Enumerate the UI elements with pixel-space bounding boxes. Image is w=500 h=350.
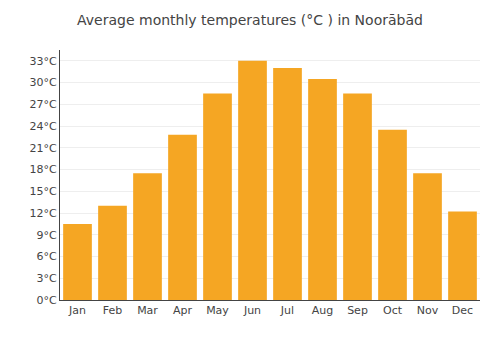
svg-text:6°C: 6°C bbox=[37, 250, 57, 263]
svg-text:15°C: 15°C bbox=[30, 185, 57, 198]
svg-text:Mar: Mar bbox=[137, 304, 158, 317]
svg-text:Jul: Jul bbox=[280, 304, 294, 317]
svg-text:Dec: Dec bbox=[452, 304, 473, 317]
svg-text:Jun: Jun bbox=[243, 304, 261, 317]
svg-text:27°C: 27°C bbox=[30, 98, 57, 111]
svg-text:Average monthly temperatures (: Average monthly temperatures (°C ) in No… bbox=[77, 12, 423, 28]
svg-text:9°C: 9°C bbox=[37, 229, 57, 242]
svg-text:Aug: Aug bbox=[312, 304, 333, 317]
svg-text:33°C: 33°C bbox=[30, 55, 57, 68]
svg-text:Jan: Jan bbox=[68, 304, 86, 317]
svg-text:Feb: Feb bbox=[103, 304, 122, 317]
svg-text:Oct: Oct bbox=[383, 304, 403, 317]
svg-text:24°C: 24°C bbox=[30, 120, 57, 133]
svg-text:Apr: Apr bbox=[173, 304, 193, 317]
svg-text:May: May bbox=[206, 304, 229, 317]
svg-text:12°C: 12°C bbox=[30, 207, 57, 220]
svg-text:30°C: 30°C bbox=[30, 76, 57, 89]
svg-text:3°C: 3°C bbox=[37, 272, 57, 285]
svg-text:21°C: 21°C bbox=[30, 142, 57, 155]
svg-text:0°C: 0°C bbox=[37, 294, 57, 307]
svg-text:Nov: Nov bbox=[417, 304, 439, 317]
svg-text:Sep: Sep bbox=[347, 304, 368, 317]
svg-text:18°C: 18°C bbox=[30, 163, 57, 176]
